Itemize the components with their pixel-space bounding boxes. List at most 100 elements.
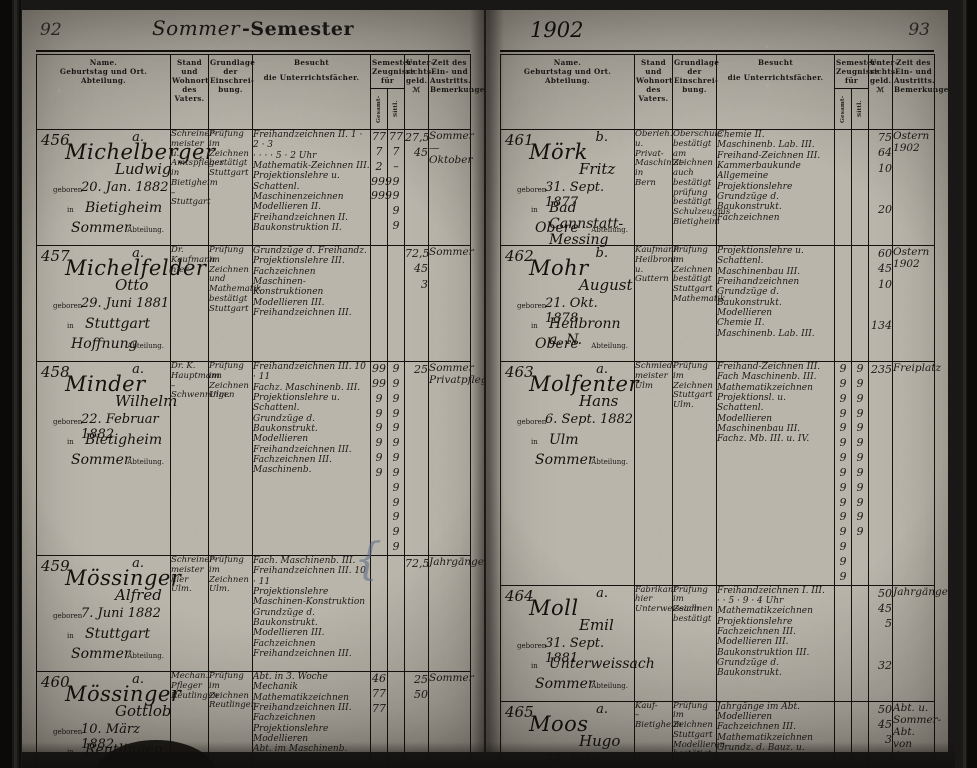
entry-enrollment-basis: Prüfung im Zeichnen und Mathematik bestätigt S… bbox=[209, 246, 253, 362]
col-header-grundlage: Grundlage der Einschrei- bung. bbox=[673, 55, 717, 130]
entry-given-name: August bbox=[579, 276, 632, 294]
entry-abteilung-value: Obere bbox=[535, 220, 579, 236]
label-geboren: geboren bbox=[517, 302, 546, 310]
entry-name-cell: 461 b. Mörk Fritz geboren in Abteilung. 31. Sep… bbox=[501, 130, 635, 246]
col-header-zeugnisse: Semester- Zeugnisse für bbox=[371, 55, 405, 89]
entry-tuition-extra: 134 bbox=[869, 318, 892, 333]
label-abteilung: Abteilung. bbox=[127, 458, 164, 466]
entry-remarks: Ostern 1902 bbox=[893, 246, 935, 362]
entry-name-cell: 462 b. Mohr August geboren in Abteilung. 21. Ok… bbox=[501, 246, 635, 362]
entry-birthplace: Bietigheim bbox=[85, 200, 162, 216]
entry-tuition-fee: 27,5 45 bbox=[405, 130, 429, 246]
col-header-zeugnis-gesamt: Gesamt- bbox=[371, 89, 388, 130]
entry-abteilung-value: Sommer bbox=[535, 676, 595, 692]
entry-tuition-fee: 60 45 10 134 bbox=[869, 246, 893, 362]
entry-abteilung-value: Hoffnung bbox=[71, 336, 138, 352]
label-abteilung: Abteilung. bbox=[127, 226, 164, 234]
entry-name-cell: 459 a. Mössinger Alfred geboren in Abteilung. 7… bbox=[37, 555, 171, 671]
entry-grade-sittlichkeit bbox=[852, 130, 869, 246]
entry-tuition-fee: 25 bbox=[405, 362, 429, 556]
entry-tuition-fee: 75 64 10 20 bbox=[869, 130, 893, 246]
entry-remarks: Freiplatz bbox=[893, 362, 935, 586]
entry-grade-sittlichkeit: 99 9 9 99 9 99 9 99 9 bbox=[388, 362, 405, 556]
year-heading: 1902 bbox=[530, 18, 583, 42]
entry-abteilung-value: Obere bbox=[535, 336, 579, 352]
entry-birthdate: 29. Juni 1881 bbox=[81, 296, 169, 311]
col-header-stand: Stand und Wohnort des Vaters. bbox=[635, 55, 673, 130]
col-header-name: Name. Geburtstag und Ort. Abteilung. bbox=[501, 55, 635, 130]
entry-subjects: Freihandzeichnen I. III. · · 5 · 9 · 4 Uh… bbox=[717, 585, 835, 701]
entry-given-name: Otto bbox=[115, 276, 148, 294]
film-stripe-3 bbox=[963, 0, 966, 768]
register-entry-row: 459 a. Mössinger Alfred geboren in Abteilung. 7… bbox=[37, 555, 471, 671]
scanned-page-image: 92 Sommer -Semester Name. Geburtstag und … bbox=[0, 0, 977, 768]
entry-father-occupation: Kaufmann Heilbronn u. Guttern bbox=[635, 246, 673, 362]
entry-abteilung-value: Sommer bbox=[71, 646, 131, 662]
entry-subjects: Fach. Maschinenb. III. Freihandzeichnen I… bbox=[253, 555, 371, 671]
scan-speck bbox=[34, 204, 35, 205]
entry-father-occupation: Oberleh. u. Privat- Maschinist-in Bern bbox=[635, 130, 673, 246]
label-abteilung: Abteilung. bbox=[591, 458, 628, 466]
register-entry-row: 462 b. Mohr August geboren in Abteilung. 21. Ok… bbox=[501, 246, 935, 362]
label-geboren: geboren bbox=[53, 728, 82, 736]
entry-given-name: Fritz bbox=[579, 160, 615, 178]
entry-enrollment-basis: Prüfung im Zeichnen bestätigt bbox=[673, 585, 717, 701]
film-edge-right bbox=[967, 0, 977, 768]
entry-grade-sittlichkeit bbox=[388, 555, 405, 671]
entry-subjects: Freihandzeichnen II. 1 · 2 · 3 · · · · 5 … bbox=[253, 130, 371, 246]
entry-tuition-extra: 32 bbox=[869, 658, 892, 673]
col-header-besucht: Besucht die Unterrichtsfächer. bbox=[717, 55, 835, 130]
right-page: 1902 93 Name. Geburtstag und Ort. Abteil… bbox=[486, 10, 948, 752]
entry-given-name: Ludwig bbox=[115, 160, 171, 178]
entry-tuition-fee: 235 bbox=[869, 362, 893, 586]
entry-name-cell: 457 a. Michelfelder Otto geboren in Abteilung.… bbox=[37, 246, 171, 362]
label-in: in bbox=[531, 662, 538, 670]
entry-name-cell: 458 a. Minder Wilhelm geboren in Abteilung. 22.… bbox=[37, 362, 171, 556]
semester-hand-text: Sommer bbox=[152, 16, 240, 40]
folio-number-right: 93 bbox=[908, 20, 930, 40]
col-header-unterrichtsgeld: Unter- richts- geld. ℳ bbox=[869, 55, 893, 130]
entry-grade-sittlichkeit: 9 9 9 99 9 99 9 99 9 bbox=[852, 362, 869, 586]
entry-grade-gesamt bbox=[371, 246, 388, 362]
entry-given-name: Wilhelm bbox=[115, 392, 177, 410]
label-in: in bbox=[531, 322, 538, 330]
entry-enrollment-basis: Prüfung im Zeichnen Ulm. bbox=[209, 555, 253, 671]
label-geboren: geboren bbox=[517, 186, 546, 194]
entry-remarks: Sommer — Oktober bbox=[429, 130, 471, 246]
entry-remarks: Jahrgänge bbox=[893, 585, 935, 701]
right-page-sheet: 1902 93 Name. Geburtstag und Ort. Abteil… bbox=[486, 10, 948, 752]
entry-grade-sittlichkeit bbox=[388, 246, 405, 362]
entry-given-name: Hans bbox=[579, 392, 618, 410]
entry-class-mark: a. bbox=[596, 702, 608, 717]
col-header-besucht: Besucht die Unterrichtsfächer. bbox=[253, 55, 371, 130]
entry-given-name: Gottlob bbox=[115, 702, 172, 720]
entry-grade-sittlichkeit bbox=[852, 585, 869, 701]
entry-birthplace: Bietigheim bbox=[85, 432, 162, 448]
semester-heading: Sommer -Semester bbox=[36, 16, 470, 40]
entry-remarks: Sommer Privatpflege bbox=[429, 362, 471, 556]
entry-tuition-extra: 20 bbox=[869, 202, 892, 217]
entry-abteilung-value: Sommer bbox=[71, 220, 131, 236]
entry-grade-gesamt: 77 7 2 999 999 bbox=[371, 130, 388, 246]
entry-tuition-fee: 72,5 bbox=[405, 555, 429, 671]
entry-enrollment-basis: Prüfung im Zeichnen Ulm. bbox=[209, 362, 253, 556]
label-in: in bbox=[67, 632, 74, 640]
header-rule-right bbox=[500, 50, 934, 52]
semester-printed-text: -Semester bbox=[242, 18, 354, 40]
entry-class-mark: b. bbox=[596, 246, 608, 261]
label-geboren: geboren bbox=[517, 642, 546, 650]
entry-subjects: Freihandzeichnen III. 10 · 11 Fachz. Masc… bbox=[253, 362, 371, 556]
entry-grade-gesamt bbox=[835, 130, 852, 246]
register-entry-row: 464 a. Moll Emil geboren in Abteilung. 31. Sept… bbox=[501, 585, 935, 701]
label-geboren: geboren bbox=[53, 186, 82, 194]
left-page: 92 Sommer -Semester Name. Geburtstag und … bbox=[22, 10, 484, 752]
entry-remarks: Sommer bbox=[429, 246, 471, 362]
entry-tuition-fee: 50 45 5 32 bbox=[869, 585, 893, 701]
entry-class-mark: a. bbox=[596, 586, 608, 601]
entry-tuition-fee: 72,5 45 3 bbox=[405, 246, 429, 362]
label-in: in bbox=[67, 438, 74, 446]
label-abteilung: Abteilung. bbox=[127, 652, 164, 660]
entry-birthplace: Unterweissach bbox=[549, 656, 655, 672]
film-stripe-2 bbox=[19, 0, 21, 768]
header-rule-left bbox=[36, 50, 470, 52]
